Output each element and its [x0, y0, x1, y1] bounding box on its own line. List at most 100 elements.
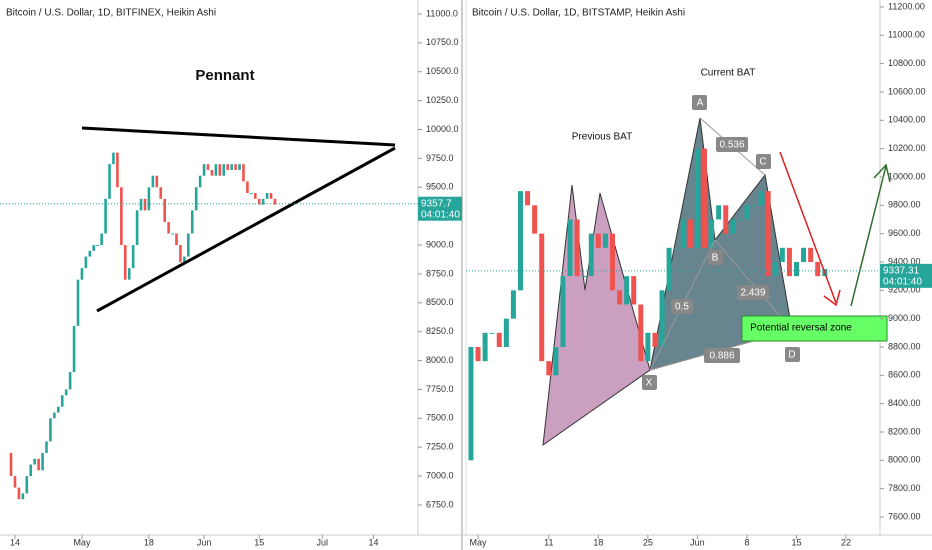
candle: [37, 458, 40, 471]
chart-title: Bitcoin / U.S. Dollar, 1D, BITFINEX, Hei…: [6, 8, 216, 19]
candle: [503, 318, 509, 347]
candle: [29, 464, 33, 477]
candle: [96, 245, 100, 247]
ratio-label: 2.439: [740, 288, 765, 299]
candle: [175, 233, 178, 246]
candle: [179, 245, 182, 263]
ratio-label: 0.5: [675, 302, 689, 313]
candle: [57, 406, 60, 413]
candle: [21, 493, 25, 500]
candle: [808, 247, 814, 262]
candle: [574, 219, 580, 277]
candle: [112, 152, 115, 165]
y-tick-label: 10250.0: [426, 95, 459, 105]
candle: [624, 276, 630, 305]
x-tick-label: 15: [254, 537, 264, 547]
y-tick-label: 10200.00: [888, 143, 926, 153]
candle: [116, 152, 119, 188]
candle: [645, 332, 651, 362]
y-tick-label: 7750.0: [426, 384, 454, 394]
last-price-tag: [880, 263, 932, 288]
candle: [617, 290, 623, 305]
candle: [273, 198, 277, 205]
candle: [163, 198, 166, 222]
candle: [123, 245, 127, 280]
candle: [25, 476, 29, 494]
candle: [108, 164, 111, 199]
x-tick-label: 18: [144, 537, 154, 547]
candle: [772, 261, 778, 277]
candle: [250, 193, 253, 195]
red-arrow-head: [823, 289, 841, 307]
y-tick-label: 8500.0: [426, 297, 454, 307]
candle: [210, 169, 214, 176]
candle: [687, 219, 693, 248]
candle: [104, 198, 107, 234]
candle: [159, 187, 163, 199]
candle: [13, 476, 17, 488]
x-tick-label: Jun: [197, 537, 212, 547]
y-tick-label: 8600.00: [888, 370, 921, 380]
candle: [190, 210, 194, 234]
annotation: Previous BAT: [572, 132, 632, 143]
y-tick-label: 9000.00: [888, 313, 921, 323]
last-price-tag: [418, 196, 462, 221]
point-box: [692, 95, 707, 110]
candle: [709, 219, 715, 248]
point-box: [785, 347, 800, 362]
red-arrow: [779, 151, 837, 304]
annotation: Pennant: [195, 67, 254, 84]
candle: [230, 164, 233, 170]
candle: [546, 361, 552, 376]
candle: [475, 346, 481, 362]
y-tick-label: 10600.00: [888, 86, 926, 96]
y-tick-label: 11200.00: [888, 1, 925, 11]
countdown-label: 04:01:40: [883, 276, 922, 287]
candle: [609, 233, 615, 291]
candle: [496, 332, 502, 347]
candle: [33, 458, 36, 465]
x-tick-label: 25: [643, 537, 653, 547]
y-tick-label: 6750.0: [426, 499, 454, 509]
y-tick-label: 10750.0: [426, 37, 459, 47]
y-tick-label: 8200.00: [888, 426, 921, 436]
candle: [198, 175, 202, 188]
candle: [139, 198, 143, 211]
x-tick-label: 18: [593, 537, 603, 547]
candle: [532, 205, 538, 234]
y-tick-label: 7000.0: [426, 470, 454, 480]
candle: [510, 290, 516, 319]
candle: [155, 175, 159, 188]
y-tick-label: 11000.00: [888, 30, 925, 40]
candle: [793, 261, 799, 277]
ratio-box: [671, 299, 693, 314]
x-tick-label: 14: [10, 537, 20, 547]
candle: [261, 198, 265, 205]
candle: [652, 332, 658, 347]
point-box: [756, 154, 771, 169]
candle: [131, 245, 135, 269]
y-tick-label: 10500.0: [426, 66, 459, 76]
x-tick-label: Jul: [317, 537, 329, 547]
candle: [187, 233, 190, 257]
candle: [525, 191, 531, 206]
y-tick-label: 7500.0: [426, 413, 454, 423]
reversal-zone: [741, 315, 888, 342]
pennant-upper: [81, 126, 396, 147]
candle: [246, 181, 249, 194]
candle: [553, 346, 559, 376]
candle: [595, 233, 601, 248]
candle: [489, 332, 495, 334]
candle: [779, 247, 785, 262]
y-tick-label: 7250.0: [426, 442, 454, 452]
candle: [716, 205, 722, 220]
candle: [737, 219, 743, 221]
y-tick-label: 8000.00: [888, 455, 921, 465]
candle: [631, 276, 637, 305]
candle: [147, 187, 151, 211]
candle: [135, 210, 139, 246]
candle: [214, 164, 218, 176]
candle: [171, 233, 174, 235]
candle: [801, 247, 807, 262]
drawings: [81, 95, 891, 390]
